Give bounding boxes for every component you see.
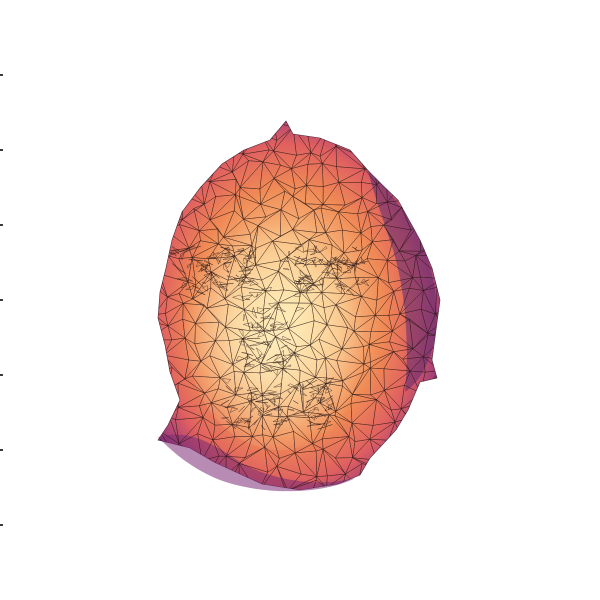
face-highlight	[185, 210, 375, 450]
tick-mark	[0, 299, 3, 301]
nose-cluster	[231, 286, 304, 376]
tick-mark	[0, 374, 3, 376]
left-eye-cluster	[169, 245, 259, 296]
tick-mark	[0, 149, 3, 151]
tick-mark	[0, 449, 3, 451]
facial-features	[169, 244, 370, 431]
right-eye-cluster	[280, 244, 370, 297]
tick-mark	[0, 524, 3, 526]
mouth-cluster	[220, 377, 335, 431]
tick-mark	[0, 74, 3, 76]
tick-mark	[0, 224, 3, 226]
jaw-shadow	[158, 434, 355, 492]
